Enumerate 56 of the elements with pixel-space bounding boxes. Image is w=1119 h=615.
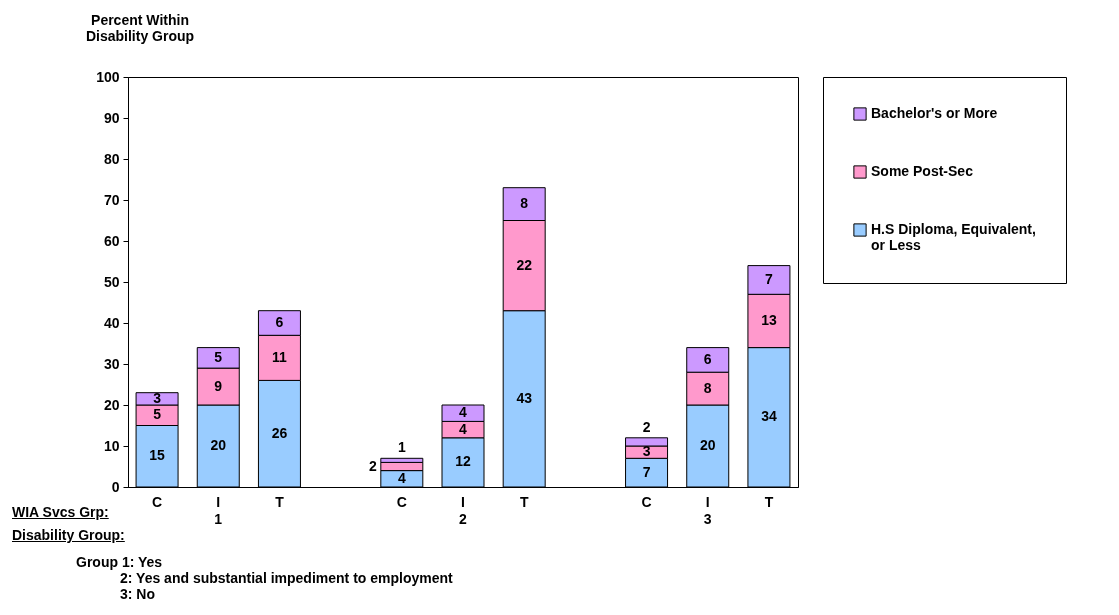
legend-label: H.S Diploma, Equivalent, or Less (871, 221, 1036, 253)
y-tick-label: 10 (103, 437, 120, 454)
data-label: 4 (459, 404, 468, 421)
data-label: 6 (703, 350, 712, 367)
y-tick-label: 40 (103, 314, 120, 331)
data-label: 22 (516, 256, 533, 273)
data-label: 34 (761, 408, 777, 425)
data-label: 7 (642, 463, 651, 480)
text: Disability Group: (12, 527, 125, 543)
x-tick-label: C (396, 493, 407, 510)
text: 3: No (120, 586, 155, 602)
data-label: 11 (272, 348, 288, 365)
text: WIA Svcs Grp: (12, 504, 109, 520)
data-label: 5 (214, 348, 223, 365)
y-tick-label: 80 (103, 150, 120, 167)
y-tick-label: 30 (103, 355, 120, 372)
data-label: 2 (642, 418, 651, 435)
data-label: 3 (642, 443, 651, 460)
data-label: 26 (271, 424, 288, 441)
y-tick-label: 0 (111, 478, 120, 495)
data-label: 2 (369, 457, 378, 474)
data-label: 9 (214, 377, 223, 394)
x-tick-label: I 1 (214, 493, 223, 527)
data-label: 5 (153, 406, 162, 423)
data-label: 13 (761, 311, 777, 328)
text: Group 1: Yes (76, 554, 163, 570)
y-tick-label: 90 (103, 109, 120, 126)
legend-label: Bachelor's or More (871, 105, 998, 121)
y-tick-label: 50 (103, 273, 120, 290)
data-label: 8 (703, 379, 712, 396)
x-tick-label: T (275, 493, 285, 510)
data-label: 8 (520, 195, 529, 212)
data-label: 15 (149, 447, 166, 464)
y-tick-label: 70 (103, 191, 120, 208)
data-label: 3 (153, 389, 162, 406)
y-tick-label: 20 (103, 396, 120, 413)
text: 2: Yes and substantial impediment to employment (120, 570, 453, 586)
x-tick-label: I 3 (703, 493, 712, 527)
data-label: 20 (699, 437, 716, 453)
y-tick-label: 60 (103, 232, 120, 249)
x-tick-label: T (519, 493, 529, 510)
data-label: 6 (275, 314, 284, 330)
data-label: 12 (455, 453, 471, 470)
data-label: 1 (397, 439, 406, 456)
x-tick-label: C (152, 493, 163, 510)
x-tick-label: T (764, 493, 774, 510)
y-tick-label: 100 (96, 68, 120, 85)
legend-label: Some Post-Sec (871, 163, 974, 179)
x-tick-label: C (641, 493, 652, 510)
data-label: 20 (210, 437, 227, 453)
data-label: 7 (765, 270, 774, 287)
y-axis-title: Percent Within Disability Group (84, 12, 196, 44)
data-label: 43 (516, 389, 533, 406)
data-label: 4 (397, 469, 406, 486)
x-tick-label: I 2 (459, 493, 468, 527)
data-label: 4 (459, 420, 468, 437)
